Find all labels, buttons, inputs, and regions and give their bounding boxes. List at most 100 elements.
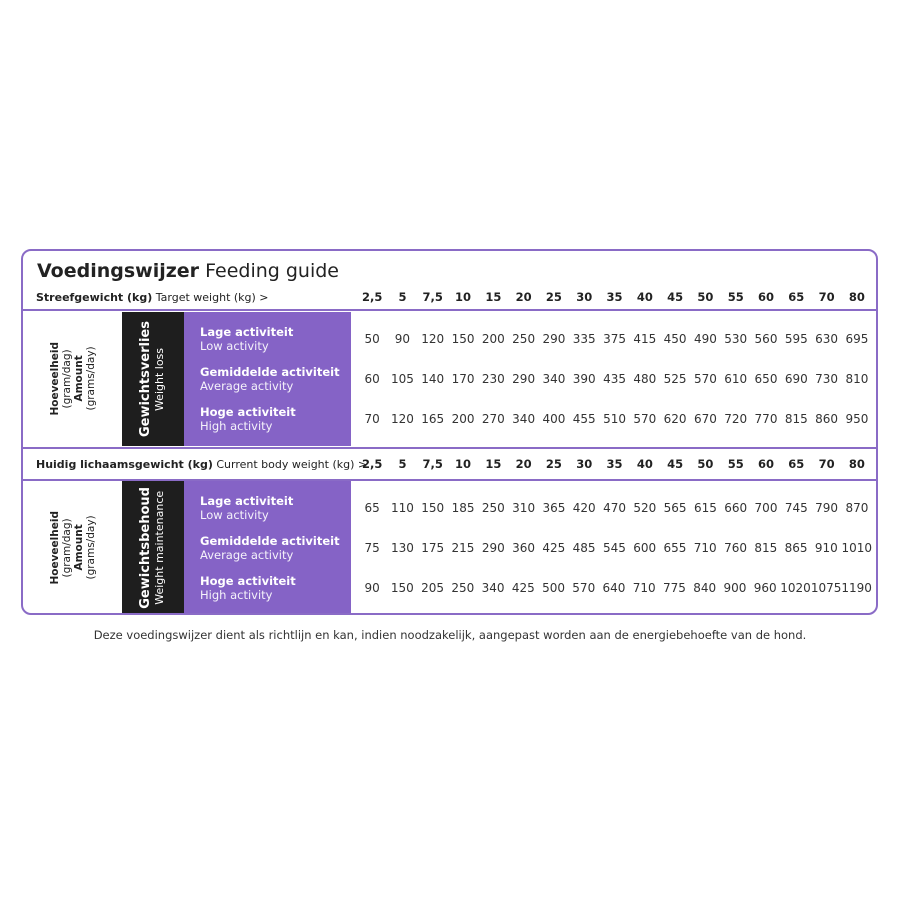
- table-cell: 420: [572, 501, 596, 515]
- weight-column-header: 30: [576, 290, 593, 304]
- table-cell: 670: [693, 412, 717, 426]
- table-cell: 650: [754, 372, 778, 386]
- weight-column-header: 45: [667, 457, 684, 471]
- weight-column-header: 50: [697, 457, 714, 471]
- amount-values: 65 110 150 185 250 310 365 420 470 520 565 615 660 70…: [351, 481, 876, 613]
- activity-label: Gemiddelde activiteit Average activity: [200, 534, 340, 562]
- table-cell: 390: [572, 372, 596, 386]
- table-cell: 120: [390, 412, 414, 426]
- table-cell: 120: [421, 332, 445, 346]
- table-cell: 250: [481, 501, 505, 515]
- weight-loss-section: Hoeveelheid (gram/dag) Amount (grams/day) Ge…: [23, 312, 876, 446]
- table-cell: 630: [815, 332, 839, 346]
- weight-column-header: 80: [848, 457, 865, 471]
- table-cell: 270: [481, 412, 505, 426]
- table-cell: 375: [603, 332, 626, 346]
- weight-column-header: 2,5: [361, 290, 383, 304]
- table-cell: 620: [663, 412, 687, 426]
- weight-column-header: 35: [606, 457, 623, 471]
- table-cell: 310: [512, 501, 536, 515]
- table-cell: 640: [602, 581, 626, 595]
- table-cell: 610: [724, 372, 748, 386]
- table-cell: 215: [451, 541, 475, 555]
- table-cell: 480: [633, 372, 657, 386]
- table-cell: 910: [814, 541, 838, 555]
- table-cell: 1075: [810, 581, 842, 595]
- table-cell: 660: [724, 501, 748, 515]
- weight-column-header: 70: [818, 290, 835, 304]
- table-cell: 700: [754, 501, 778, 515]
- weight-column-header: 25: [545, 290, 562, 304]
- table-cell: 960: [753, 581, 777, 595]
- table-cell: 90: [394, 332, 411, 346]
- weight-column-header: 25: [545, 457, 562, 471]
- table-cell: 1010: [841, 541, 873, 555]
- table-cell: 415: [633, 332, 657, 346]
- table-cell: 200: [451, 412, 475, 426]
- footnote: Deze voedingswijzer dient als richtlijn …: [93, 628, 807, 642]
- activity-label: Gemiddelde activiteit Average activity: [200, 365, 340, 393]
- weight-column-header: 60: [758, 290, 775, 304]
- weight-maintenance-section: Hoeveelheid (gram/dag) Amount (grams/day) Ge…: [23, 481, 876, 613]
- table-cell: 150: [390, 581, 414, 595]
- table-cell: 530: [724, 332, 748, 346]
- table-cell: 150: [421, 501, 445, 515]
- table-cell: 110: [390, 501, 414, 515]
- table-row: 75 130 175 215 290 360 425 485 545 600 655 710 760 81…: [357, 541, 873, 555]
- table-cell: 65: [364, 501, 380, 515]
- weight-columns: 2,5 5 7,5 10 15 20 25 30 35 40 45 50 55 60 65 70 80: [357, 290, 872, 304]
- table-cell: 175: [421, 541, 445, 555]
- weight-column-header: 40: [636, 457, 653, 471]
- table-cell: 90: [364, 581, 380, 595]
- table-row: 50 90 120 150 200 250 290 335 375 415 450 490 530 560…: [357, 332, 872, 346]
- table-cell: 570: [572, 581, 596, 595]
- table-cell: 50: [364, 332, 380, 346]
- weight-column-header: 40: [636, 290, 653, 304]
- table-cell: 340: [512, 412, 536, 426]
- table-cell: 70: [364, 412, 380, 426]
- weight-column-header: 55: [727, 457, 744, 471]
- table-cell: 360: [512, 541, 535, 555]
- current-weight-header: Huidig lichaamsgewicht (kg) Current body…: [23, 447, 876, 481]
- goal-label: Gewichtsverlies Weight loss: [122, 312, 184, 446]
- table-cell: 600: [633, 541, 657, 555]
- table-cell: 340: [481, 581, 505, 595]
- table-cell: 250: [451, 581, 475, 595]
- table-cell: 870: [845, 501, 869, 515]
- table-cell: 655: [663, 541, 687, 555]
- weight-column-header: 65: [788, 457, 805, 471]
- weight-column-header: 7,5: [422, 290, 443, 304]
- table-cell: 400: [542, 412, 566, 426]
- table-cell: 690: [784, 372, 808, 386]
- table-cell: 720: [724, 412, 748, 426]
- weight-column-header: 5: [398, 290, 407, 304]
- amount-values: 50 90 120 150 200 250 290 335 375 415 450 490 530 560…: [351, 312, 876, 446]
- table-cell: 140: [421, 372, 445, 386]
- weight-column-header: 80: [848, 290, 865, 304]
- table-cell: 790: [815, 501, 839, 515]
- goal-label: Gewichtsbehoud Weight maintenance: [122, 481, 184, 613]
- weight-column-header: 10: [455, 290, 472, 304]
- activity-labels: Lage activiteit Low activity Gemiddelde ac…: [184, 481, 351, 613]
- table-cell: 105: [390, 372, 414, 386]
- table-cell: 1020: [780, 581, 811, 595]
- table-cell: 745: [784, 501, 808, 515]
- table-cell: 485: [572, 541, 596, 555]
- table-cell: 455: [572, 412, 596, 426]
- table-cell: 150: [451, 332, 475, 346]
- table-row: 60 105 140 170 230 290 340 390 435 480 525 570 610 65…: [357, 372, 872, 386]
- table-cell: 490: [693, 332, 717, 346]
- table-cell: 860: [815, 412, 839, 426]
- table-cell: 470: [603, 501, 626, 515]
- weight-column-header: 70: [818, 457, 835, 471]
- table-cell: 335: [572, 332, 596, 346]
- weight-column-header: 20: [515, 290, 532, 304]
- table-cell: 570: [693, 372, 717, 386]
- table-cell: 950: [845, 412, 869, 426]
- table-cell: 615: [693, 501, 717, 515]
- amount-label: Hoeveelheid (gram/dag) Amount (grams/day): [48, 342, 97, 416]
- table-cell: 200: [481, 332, 505, 346]
- table-row: 65 110 150 185 250 310 365 420 470 520 565 615 660 70…: [357, 501, 872, 515]
- table-cell: 710: [693, 541, 717, 555]
- header-label: Huidig lichaamsgewicht (kg) Current body…: [36, 457, 368, 471]
